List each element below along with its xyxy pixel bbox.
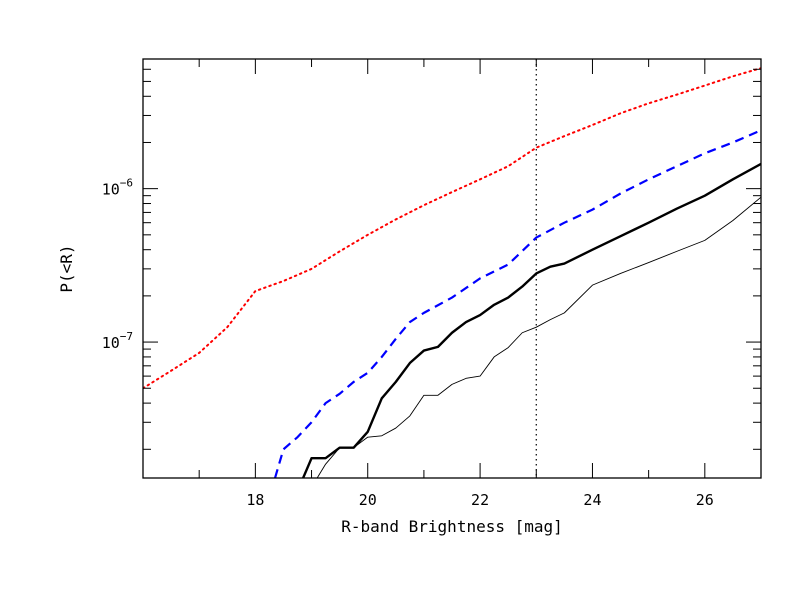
y-tick-exponent: −6 <box>120 177 133 190</box>
y-tick-label: 10−7 <box>102 330 133 352</box>
x-tick-label: 26 <box>696 491 714 509</box>
x-axis-title: R-band Brightness [mag] <box>341 517 563 536</box>
series-line-1 <box>143 67 761 390</box>
x-tick-label: 18 <box>246 491 264 509</box>
series-line-2 <box>273 129 761 478</box>
y-axis-title: P(<R) <box>57 244 76 292</box>
y-tick-label: 10−6 <box>102 177 133 199</box>
y-tick-base: 10 <box>102 334 120 352</box>
x-tick-label: 22 <box>471 491 489 509</box>
y-tick-base: 10 <box>102 181 120 199</box>
plot-frame <box>142 58 762 479</box>
series-line-4 <box>316 196 761 478</box>
x-tick-label: 20 <box>359 491 377 509</box>
series-line-3 <box>302 162 761 478</box>
y-tick-exponent: −7 <box>120 330 133 343</box>
x-tick-label: 24 <box>583 491 601 509</box>
series-layer <box>143 67 761 478</box>
